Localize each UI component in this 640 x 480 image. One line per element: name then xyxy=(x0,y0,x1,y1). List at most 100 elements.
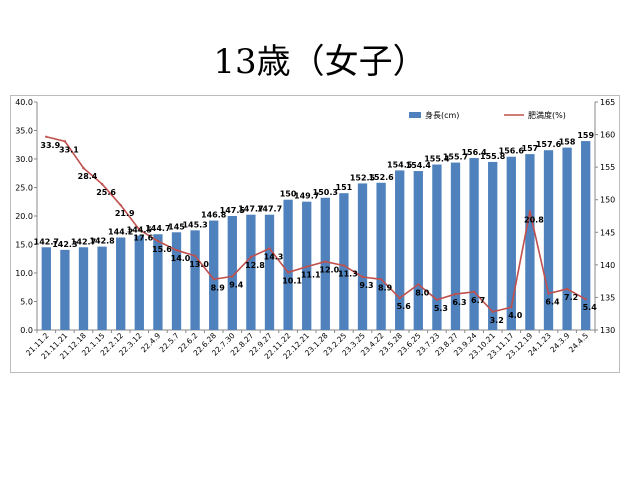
obesity-data-label: 14.3 xyxy=(264,252,284,261)
obesity-data-label: 21.9 xyxy=(115,209,135,218)
obesity-point xyxy=(138,228,141,231)
obesity-point xyxy=(398,296,401,300)
obesity-point xyxy=(342,264,346,267)
obesity-point xyxy=(547,292,550,295)
height-bar xyxy=(525,154,535,330)
height-data-label: 154.5 xyxy=(387,160,413,169)
height-data-label: 144.2 xyxy=(108,227,133,236)
obesity-point xyxy=(193,254,197,258)
height-bar xyxy=(41,247,51,330)
legend-label-obesity: 肥満度(%) xyxy=(528,110,566,120)
legend-label-height: 身長(cm) xyxy=(425,110,459,120)
obesity-point xyxy=(565,287,569,291)
obesity-point xyxy=(379,278,383,281)
obesity-data-label: 17.6 xyxy=(133,234,153,243)
height-bar xyxy=(246,214,256,330)
height-data-label: 155.8 xyxy=(480,152,506,161)
obesity-data-label: 33.9 xyxy=(40,141,60,150)
height-bar xyxy=(134,235,144,330)
height-data-label: 145 xyxy=(168,222,185,231)
height-bar xyxy=(432,164,442,330)
height-data-label: 158 xyxy=(559,138,576,147)
x-tick-label: 22.5.7 xyxy=(158,331,181,354)
obesity-data-label: 15.6 xyxy=(152,245,172,254)
obesity-data-label: 13.0 xyxy=(189,260,209,269)
left-tick-label: 20.0 xyxy=(15,212,33,221)
height-bar xyxy=(264,214,275,330)
height-data-label: 156.4 xyxy=(461,148,487,157)
chart-frame: 0.0 5.0 10.0 15.0 20.0 25.0 30.0 35.0 40.0 130 135… xyxy=(10,95,620,373)
obesity-point xyxy=(82,166,85,170)
obesity-data-label: 11.3 xyxy=(338,270,358,279)
height-bar xyxy=(376,182,386,330)
left-tick-label: 40.0 xyxy=(15,98,33,107)
obesity-point xyxy=(361,275,364,279)
obesity-data-label: 7.2 xyxy=(564,293,578,302)
obesity-data-label: 33.1 xyxy=(59,145,79,154)
obesity-data-label: 8.9 xyxy=(211,283,226,292)
height-data-label: 147.7 xyxy=(257,205,282,214)
height-bar xyxy=(209,220,219,330)
height-data-label: 159 xyxy=(577,131,594,140)
left-tick-label: 35.0 xyxy=(15,127,33,136)
height-data-label: 144.7 xyxy=(145,224,170,233)
x-tick-label: 24.3.9 xyxy=(548,331,571,354)
obesity-point xyxy=(510,306,513,309)
obesity-point xyxy=(472,290,476,294)
height-data-label: 151 xyxy=(336,183,353,192)
height-bar xyxy=(339,193,349,330)
obesity-data-label: 14.0 xyxy=(171,254,191,263)
obesity-data-label: 6.7 xyxy=(471,296,485,305)
obesity-data-label: 5.6 xyxy=(397,302,412,311)
height-bar xyxy=(562,147,572,330)
obesity-line xyxy=(46,135,587,313)
obesity-data-label: 8.0 xyxy=(415,288,430,297)
obesity-point xyxy=(491,310,494,313)
obesity-point xyxy=(212,278,215,281)
height-bar xyxy=(97,246,107,330)
obesity-data-label: 9.3 xyxy=(359,281,373,290)
obesity-data-label: 28.4 xyxy=(78,172,98,181)
height-bar xyxy=(395,170,405,330)
obesity-point xyxy=(63,140,67,143)
height-data-label: 144.5 xyxy=(127,226,153,235)
left-tick-label: 10.0 xyxy=(15,269,33,278)
height-data-label: 155.7 xyxy=(443,153,468,162)
obesity-point xyxy=(417,283,420,286)
right-tick-label: 135 xyxy=(600,293,615,302)
height-data-label: 150.3 xyxy=(313,188,338,197)
height-data-label: 157 xyxy=(522,144,539,153)
obesity-data-label: 6.4 xyxy=(545,298,560,307)
height-data-label: 146.8 xyxy=(201,211,227,220)
height-data-label: 147.5 xyxy=(220,206,246,215)
obesity-data-label: 5.4 xyxy=(583,303,598,312)
height-bar xyxy=(116,237,126,330)
combo-chart: 0.0 5.0 10.0 15.0 20.0 25.0 30.0 35.0 40.0 130 135… xyxy=(15,98,615,361)
obesity-point xyxy=(156,239,160,243)
right-tick-label: 165 xyxy=(600,98,615,107)
obesity-point xyxy=(249,255,253,259)
height-bar xyxy=(227,216,237,330)
left-tick-label: 15.0 xyxy=(15,241,33,250)
height-bar xyxy=(320,197,330,330)
height-data-label: 142.8 xyxy=(89,237,115,246)
obesity-point xyxy=(45,135,48,138)
obesity-point xyxy=(528,210,532,213)
obesity-data-label: 25.6 xyxy=(96,188,116,197)
obesity-point xyxy=(454,292,457,296)
obesity-point xyxy=(268,247,271,250)
x-tick-label: 22.4.9 xyxy=(139,331,162,354)
height-data-label: 150 xyxy=(280,190,297,199)
height-data-label: 154.4 xyxy=(406,161,432,170)
x-tick-label: 24.4.5 xyxy=(567,331,590,354)
height-data-label: 142.3 xyxy=(52,240,77,249)
obesity-data-label: 5.3 xyxy=(434,304,448,313)
height-data-label: 145.3 xyxy=(182,220,207,229)
height-data-label: 152.5 xyxy=(350,173,376,182)
obesity-data-label: 9.4 xyxy=(229,280,244,289)
legend-swatch-height xyxy=(409,112,421,118)
height-bar xyxy=(153,234,163,330)
obesity-point xyxy=(231,275,234,278)
obesity-point xyxy=(119,203,122,207)
obesity-data-label: 6.3 xyxy=(452,298,466,307)
